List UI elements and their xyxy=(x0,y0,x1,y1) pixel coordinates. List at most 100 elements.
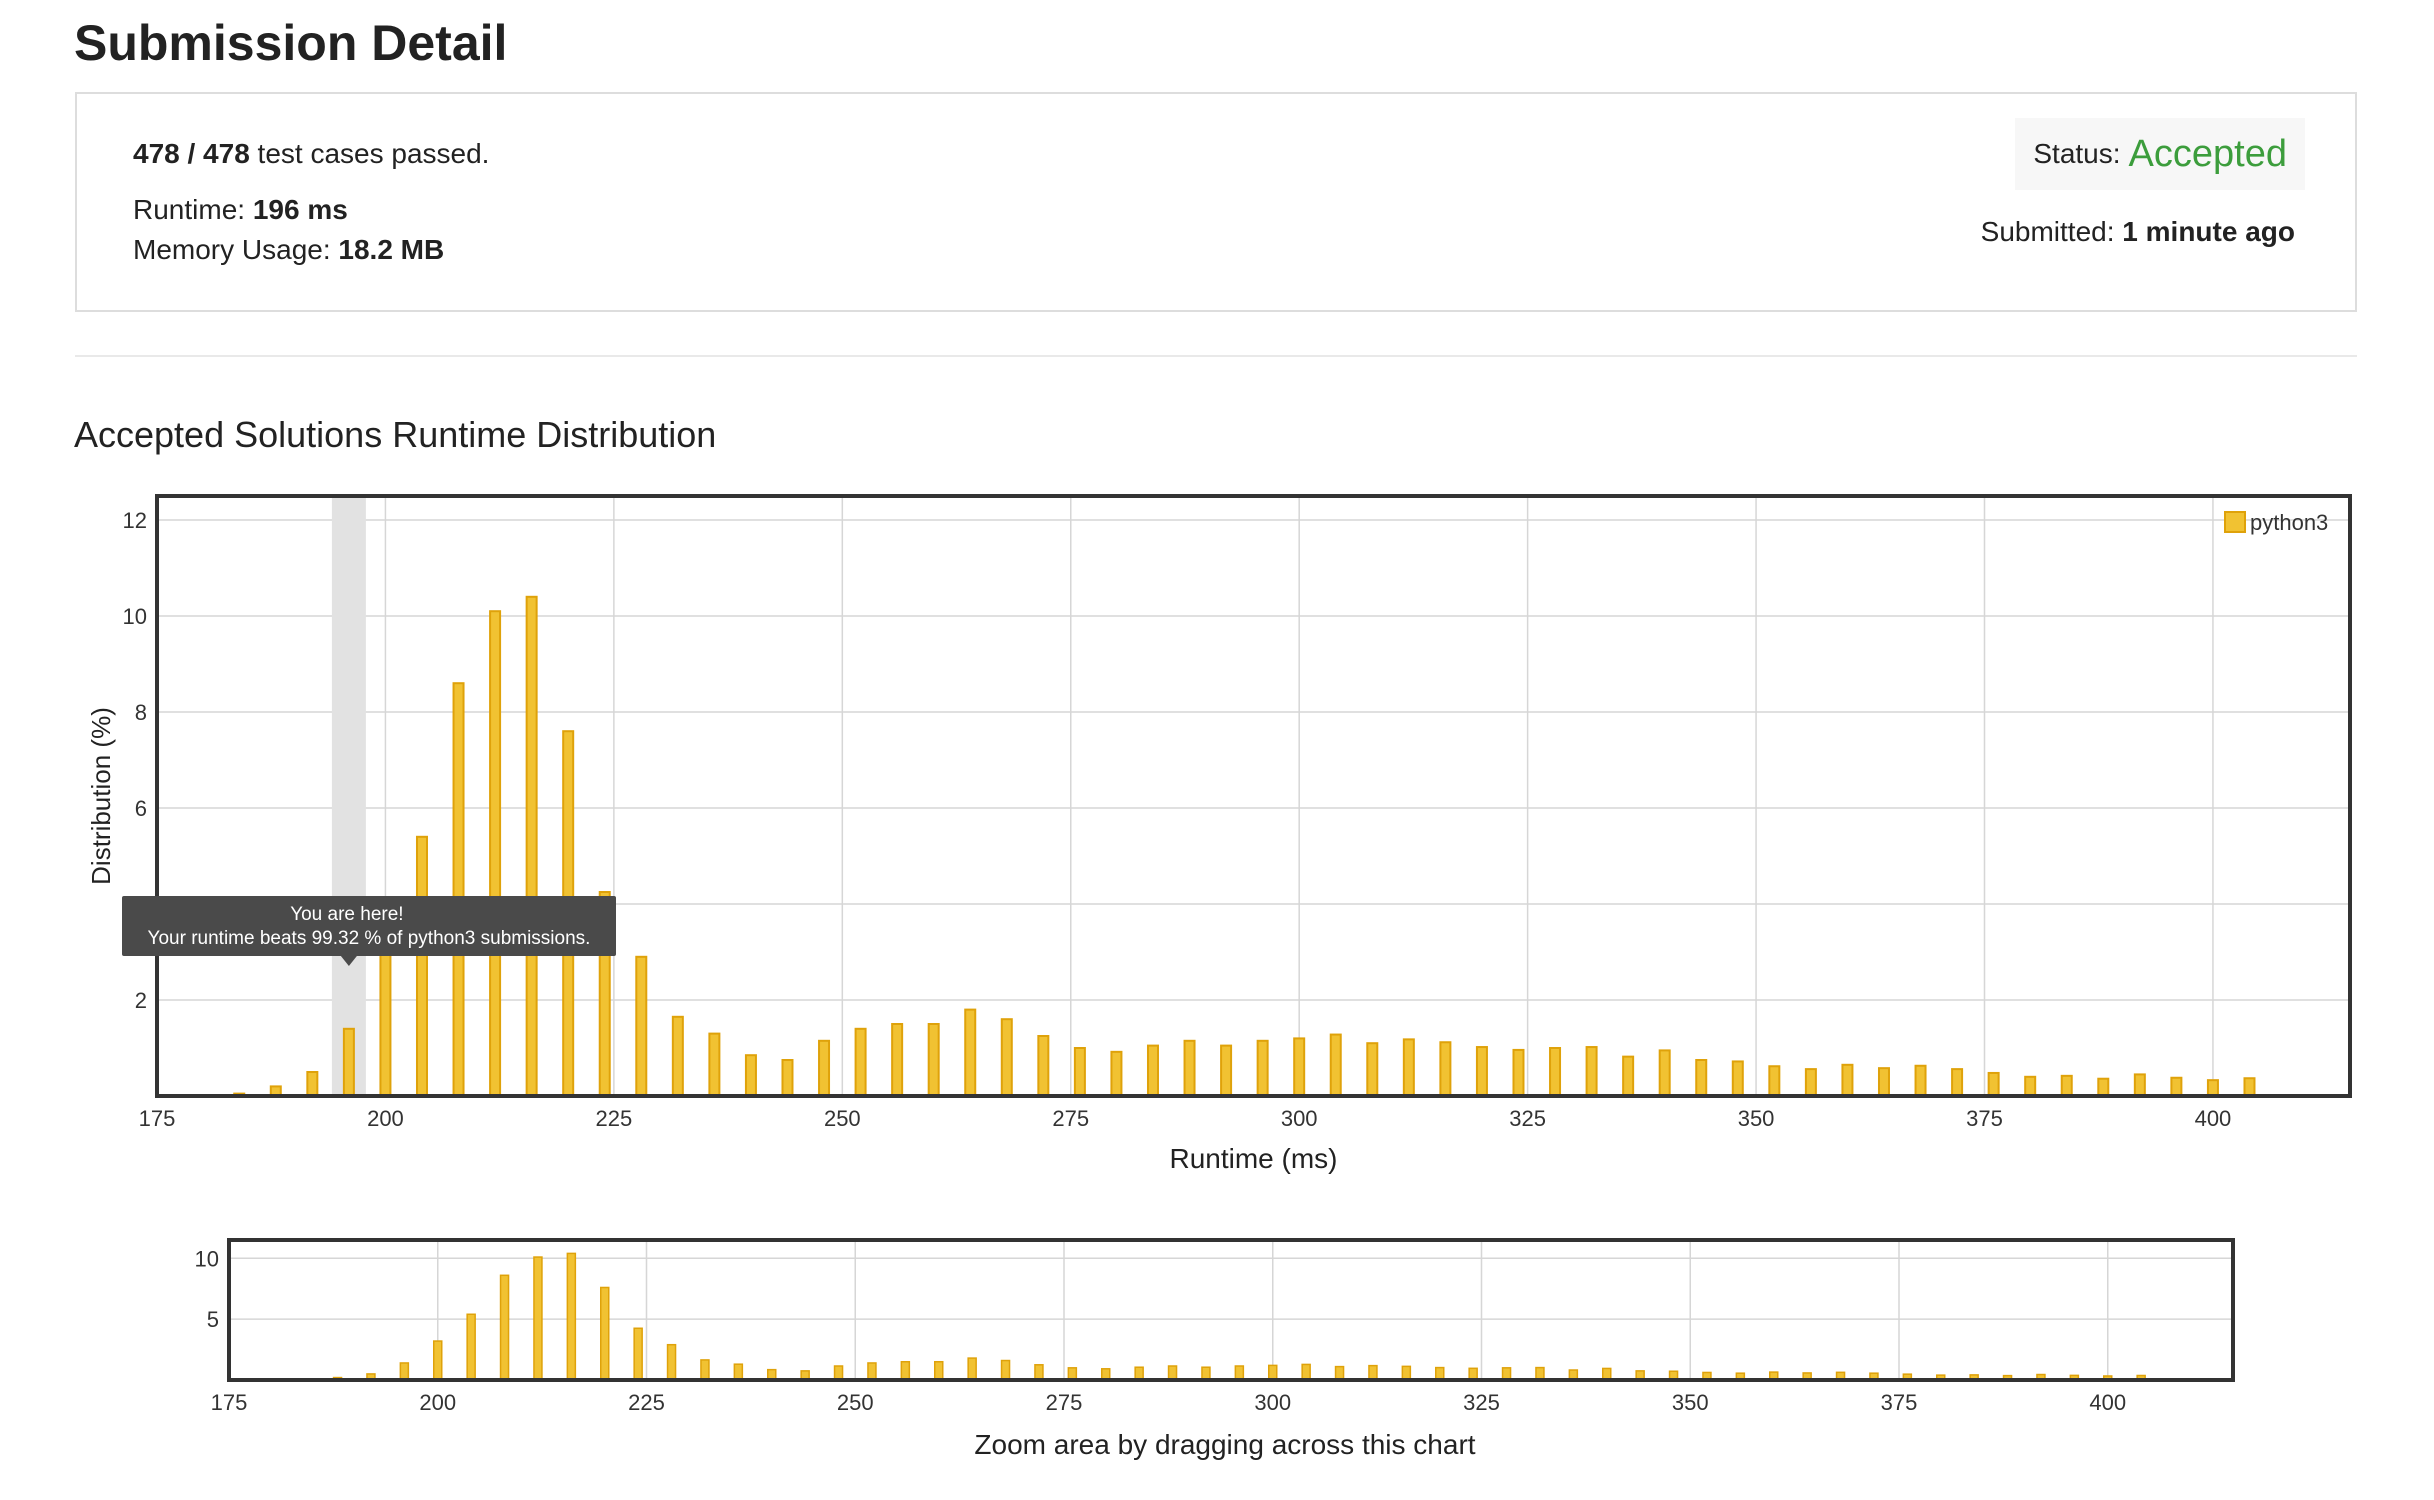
overview-bar-python3 xyxy=(733,1363,744,1381)
bar-python3 xyxy=(1220,1044,1233,1097)
overview-bar-python3 xyxy=(700,1359,710,1381)
overview-y-tick-label: 10 xyxy=(195,1246,219,1271)
submitted-value: 1 minute ago xyxy=(2122,216,2295,247)
page-title: Submission Detail xyxy=(74,15,508,71)
section-title: Accepted Solutions Runtime Distribution xyxy=(74,414,717,455)
bar-python3 xyxy=(2097,1077,2110,1097)
y-axis-title: Distribution (%) xyxy=(86,707,116,885)
your-runtime-highlight xyxy=(331,496,366,1096)
bar-python3 xyxy=(1475,1046,1488,1097)
y-tick-label: 12 xyxy=(123,508,147,533)
overview-bar-python3 xyxy=(934,1360,944,1381)
overview-x-tick-label: 275 xyxy=(1046,1390,1083,1415)
bar-python3 xyxy=(1000,1018,1013,1098)
y-tick-label: 10 xyxy=(123,604,147,629)
test-cases-count: 478 / 478 xyxy=(133,138,250,169)
bar-python3 xyxy=(452,682,465,1097)
bar-python3 xyxy=(489,610,502,1097)
tooltip-title: You are here! xyxy=(290,904,403,925)
overview-x-tick-label: 200 xyxy=(419,1390,456,1415)
overview-x-tick-label: 250 xyxy=(837,1390,874,1415)
overview-bar-python3 xyxy=(1301,1363,1311,1381)
bar-python3 xyxy=(1585,1046,1598,1097)
bar-python3 xyxy=(1329,1033,1342,1097)
section-divider xyxy=(75,355,2357,357)
runtime-distribution-chart[interactable]: 17520022525027530032535037540024681012py… xyxy=(0,480,2434,1200)
overview-bar-python3 xyxy=(833,1365,844,1381)
overview-caption: Zoom area by dragging across this chart xyxy=(974,1429,1475,1460)
overview-bar-python3 xyxy=(1401,1365,1412,1381)
bar-python3 xyxy=(415,835,428,1097)
bar-python3 xyxy=(1439,1041,1452,1097)
overview-bar-python3 xyxy=(1334,1365,1345,1381)
runtime-label: Runtime: xyxy=(133,194,253,225)
bar-python3 xyxy=(781,1059,794,1097)
bar-python3 xyxy=(1256,1039,1269,1097)
bar-python3 xyxy=(1366,1042,1379,1098)
memory-label: Memory Usage: xyxy=(133,234,339,265)
tooltip-box xyxy=(122,896,616,956)
runtime-value: 196 ms xyxy=(252,194,348,225)
bar-python3 xyxy=(2060,1074,2073,1098)
overview-bar-python3 xyxy=(533,1256,543,1381)
bar-python3 xyxy=(708,1032,721,1097)
overview-bar-python3 xyxy=(1368,1364,1378,1381)
overview-x-tick-label: 375 xyxy=(1881,1390,1918,1415)
bar-python3 xyxy=(342,1027,355,1097)
bar-python3 xyxy=(1804,1068,1817,1097)
overview-bar-python3 xyxy=(499,1274,510,1381)
submitted-line: Submitted: 1 minute ago xyxy=(1981,216,2295,248)
overview-zoom-chart[interactable]: 175 200 225 250 275 300 325 350 375 400 5 10 Zoom ar… xyxy=(0,1200,2434,1500)
x-tick-label: 225 xyxy=(596,1106,633,1131)
bar-python3 xyxy=(1914,1064,1927,1098)
bar-python3 xyxy=(964,1008,977,1097)
overview-bar-python3 xyxy=(466,1313,476,1381)
x-tick-label: 400 xyxy=(2195,1106,2232,1131)
bar-python3 xyxy=(2133,1073,2146,1098)
submission-summary-panel: 478 / 478 test cases passed. Runtime: 19… xyxy=(75,92,2357,312)
bar-python3 xyxy=(1658,1049,1671,1098)
status-box: Status: Accepted xyxy=(2015,118,2305,190)
x-tick-label: 375 xyxy=(1966,1106,2003,1131)
bar-python3 xyxy=(1073,1047,1086,1097)
overview-bar-python3 xyxy=(666,1343,677,1381)
bar-python3 xyxy=(1110,1050,1123,1098)
bar-python3 xyxy=(818,1039,831,1097)
overview-bar-python3 xyxy=(633,1327,643,1381)
bar-python3 xyxy=(1622,1055,1635,1098)
status-value[interactable]: Accepted xyxy=(2128,132,2287,175)
tooltip-text: Your runtime beats 99.32 % of python3 su… xyxy=(148,928,591,949)
test-cases-line: 478 / 478 test cases passed. xyxy=(133,138,489,170)
bar-python3 xyxy=(2243,1077,2256,1097)
legend-swatch-python3 xyxy=(2224,511,2246,533)
bar-python3 xyxy=(525,595,538,1098)
bar-python3 xyxy=(1037,1035,1050,1097)
overview-bar-python3 xyxy=(967,1357,977,1381)
overview-bar-python3 xyxy=(1167,1365,1178,1381)
bar-python3 xyxy=(1768,1065,1781,1097)
y-tick-label: 6 xyxy=(135,796,147,821)
bar-python3 xyxy=(2170,1076,2183,1098)
overview-bar-python3 xyxy=(1268,1364,1278,1381)
bar-python3 xyxy=(1549,1047,1562,1097)
x-axis-title: Runtime (ms) xyxy=(1169,1143,1337,1174)
overview-bar-python3 xyxy=(600,1286,610,1381)
x-tick-label: 275 xyxy=(1052,1106,1089,1131)
bar-python3 xyxy=(671,1015,684,1097)
plot-frame xyxy=(155,494,2352,1098)
memory-line: Memory Usage: 18.2 MB xyxy=(133,234,444,266)
overview-bar-python3 xyxy=(399,1362,410,1381)
bar-python3 xyxy=(1293,1037,1306,1098)
test-cases-text: test cases passed. xyxy=(249,138,490,169)
x-tick-label: 300 xyxy=(1281,1106,1318,1131)
bar-python3 xyxy=(1695,1059,1708,1097)
bar-python3 xyxy=(306,1071,319,1097)
overview-x-tick-label: 325 xyxy=(1463,1390,1500,1415)
x-tick-label: 325 xyxy=(1509,1106,1546,1131)
runtime-line: Runtime: 196 ms xyxy=(133,194,348,226)
bar-python3 xyxy=(1987,1071,2000,1098)
legend-label-python3: python3 xyxy=(2250,510,2328,535)
overview-x-tick-label: 175 xyxy=(211,1390,248,1415)
overview-bar-python3 xyxy=(433,1340,443,1381)
bar-python3 xyxy=(891,1023,904,1097)
